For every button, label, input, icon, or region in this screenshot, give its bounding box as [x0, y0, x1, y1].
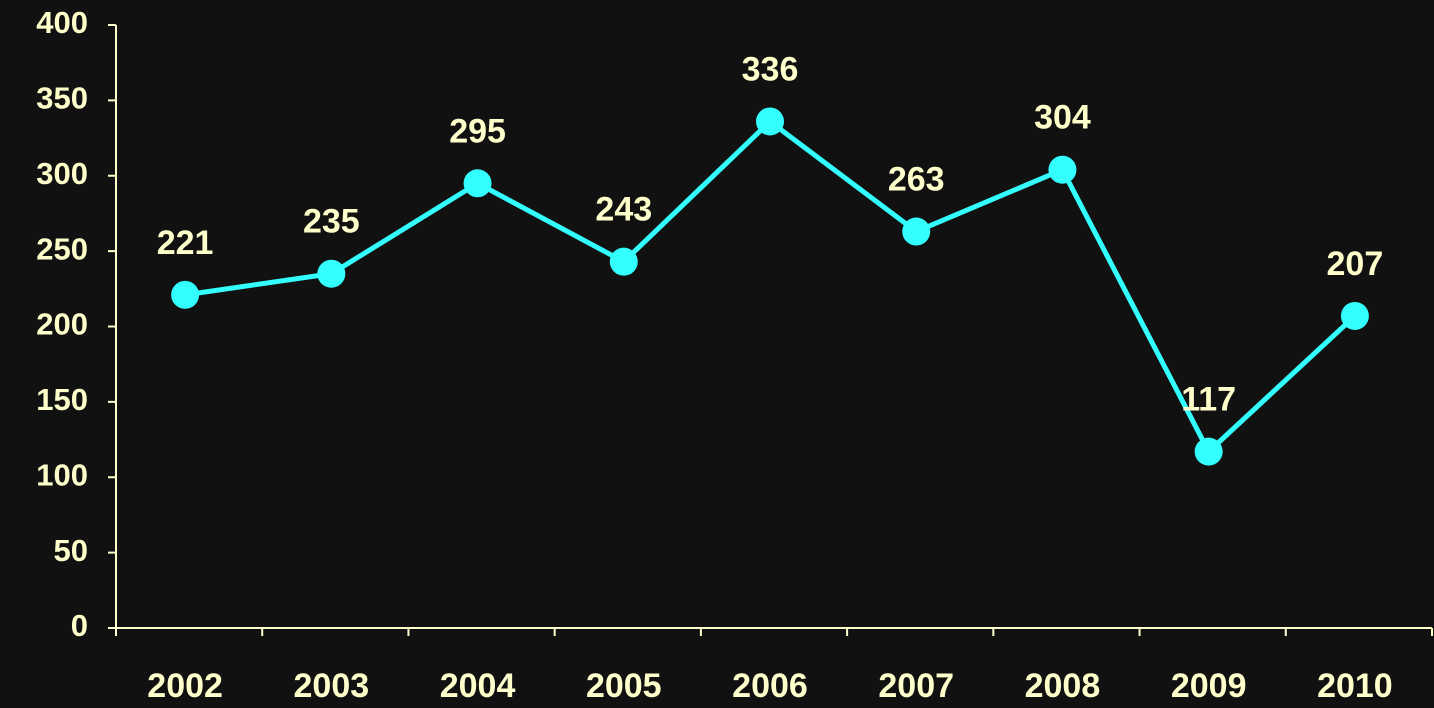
marker: [1048, 155, 1077, 184]
data-label: 295: [449, 112, 506, 150]
marker: [1340, 301, 1369, 330]
y-tick-label: 200: [36, 307, 88, 342]
y-tick-label: 300: [36, 156, 88, 191]
x-tick-label: 2009: [1171, 667, 1247, 705]
x-tick-label: 2004: [440, 667, 516, 705]
data-label: 117: [1181, 381, 1236, 419]
marker: [756, 107, 784, 136]
marker: [902, 217, 931, 246]
data-label: 221: [157, 224, 214, 262]
x-tick-label: 2002: [147, 667, 223, 705]
x-tick-label: 2003: [294, 667, 370, 705]
y-tick-label: 50: [54, 533, 88, 568]
marker: [609, 247, 638, 276]
x-tick-label: 2008: [1025, 667, 1101, 705]
x-tick-label: 2007: [878, 667, 954, 705]
y-tick-label: 400: [36, 5, 88, 40]
data-label: 207: [1327, 245, 1384, 283]
x-tick-label: 2010: [1317, 667, 1393, 705]
x-tick-label: 2005: [586, 667, 662, 705]
marker: [171, 280, 200, 309]
data-label: 336: [742, 50, 799, 88]
x-tick-label: 2006: [732, 667, 808, 705]
data-label: 243: [595, 191, 652, 229]
y-tick-label: 0: [71, 608, 88, 643]
y-tick-label: 250: [36, 231, 88, 266]
marker: [1194, 437, 1223, 466]
marker: [317, 259, 346, 288]
data-label: 235: [303, 203, 360, 241]
y-tick-label: 150: [36, 382, 88, 417]
y-tick-label: 100: [36, 457, 88, 492]
data-label: 263: [888, 161, 945, 199]
data-label: 304: [1034, 99, 1091, 137]
marker: [463, 169, 492, 198]
y-tick-label: 350: [36, 81, 88, 116]
